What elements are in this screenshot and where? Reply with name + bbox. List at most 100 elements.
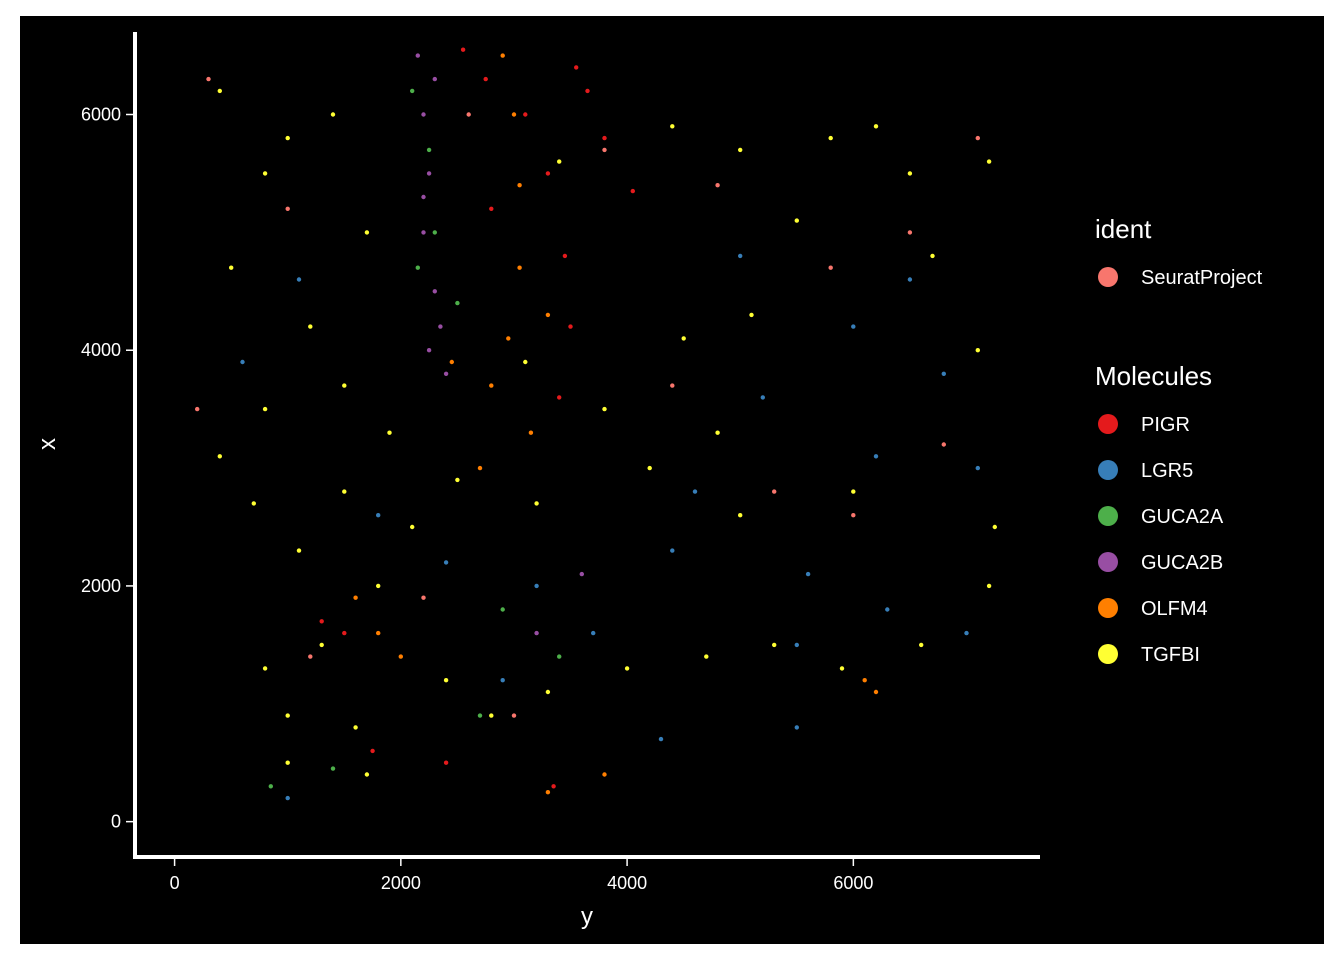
point-seuratproject-12 — [195, 406, 200, 412]
legend-label-tgfbi: TGFBI — [1141, 644, 1200, 666]
point-tgfbi-43 — [364, 772, 370, 777]
legend-swatch-guca2a — [1098, 506, 1118, 526]
point-tgfbi-50 — [794, 218, 799, 223]
y-tick-label-2: 4000 — [81, 340, 121, 360]
point-guca2b-10 — [534, 630, 539, 636]
point-guca2b-3 — [421, 230, 426, 235]
point-lgr5-8 — [805, 571, 811, 577]
point-tgfbi-1 — [262, 171, 268, 176]
point-tgfbi-47 — [715, 430, 720, 435]
point-tgfbi-25 — [986, 159, 992, 164]
point-olfm4-0 — [500, 53, 505, 58]
y-ticks: 0 2000 4000 6000 — [81, 105, 133, 832]
point-seuratproject-9 — [511, 713, 517, 718]
point-tgfbi-16 — [489, 713, 494, 718]
point-tgfbi-41 — [330, 112, 336, 117]
point-guca2b-1 — [421, 112, 426, 117]
point-tgfbi-29 — [670, 124, 675, 129]
point-tgfbi-21 — [839, 666, 845, 671]
point-guca2a-9 — [477, 713, 483, 718]
legend-swatch-guca2b — [1098, 552, 1118, 572]
point-seuratproject-4 — [907, 230, 913, 235]
point-pigr-5 — [568, 324, 573, 329]
point-pigr-13 — [551, 784, 556, 789]
point-seuratproject-13 — [602, 147, 607, 153]
point-lgr5-13 — [500, 678, 505, 683]
point-seuratproject-3 — [715, 183, 720, 188]
point-guca2a-5 — [500, 607, 505, 612]
point-guca2a-4 — [415, 265, 420, 270]
point-olfm4-5 — [489, 383, 494, 388]
point-guca2b-9 — [443, 371, 449, 376]
point-tgfbi-10 — [376, 583, 381, 589]
point-tgfbi-12 — [262, 666, 268, 671]
point-guca2b-5 — [426, 348, 432, 353]
point-guca2a-0 — [410, 88, 415, 94]
point-lgr5-2 — [534, 583, 539, 589]
point-guca2a-6 — [557, 654, 562, 659]
point-guca2a-8 — [330, 766, 336, 771]
point-tgfbi-51 — [873, 124, 879, 129]
point-tgfbi-44 — [285, 760, 290, 765]
point-lgr5-11 — [670, 548, 675, 553]
point-seuratproject-14 — [828, 265, 833, 270]
point-olfm4-3 — [517, 265, 522, 270]
point-tgfbi-24 — [975, 348, 980, 353]
point-lgr5-15 — [240, 359, 245, 365]
point-lgr5-0 — [376, 513, 381, 518]
point-lgr5-22 — [794, 725, 799, 730]
legend-swatch-pigr — [1098, 414, 1118, 434]
legend-label-olfm4: OLFM4 — [1141, 598, 1208, 620]
point-guca2b-6 — [438, 324, 443, 329]
point-tgfbi-26 — [907, 171, 913, 176]
y-tick-label-3: 6000 — [81, 105, 121, 125]
point-lgr5-7 — [975, 465, 980, 471]
point-guca2a-1 — [426, 147, 432, 153]
point-lgr5-20 — [285, 795, 290, 801]
point-lgr5-4 — [760, 395, 765, 400]
point-pigr-7 — [585, 88, 590, 94]
point-tgfbi-27 — [828, 135, 833, 141]
point-tgfbi-31 — [681, 336, 686, 341]
point-tgfbi-48 — [557, 159, 562, 164]
point-tgfbi-2 — [229, 265, 234, 270]
x-tick-label-3: 6000 — [833, 873, 873, 893]
point-lgr5-14 — [296, 277, 302, 282]
point-lgr5-18 — [873, 454, 879, 459]
point-pigr-12 — [443, 760, 449, 765]
point-guca2b-2 — [426, 171, 432, 176]
point-tgfbi-38 — [410, 524, 415, 530]
legend-label-seuratproject: SeuratProject — [1141, 267, 1263, 289]
point-tgfbi-23 — [986, 583, 992, 589]
point-tgfbi-18 — [624, 666, 630, 671]
point-pigr-9 — [630, 188, 635, 194]
point-tgfbi-37 — [455, 477, 460, 483]
points-layer — [195, 47, 997, 801]
legend-swatch-lgr5 — [1098, 460, 1118, 480]
point-olfm4-13 — [862, 678, 867, 683]
point-tgfbi-13 — [285, 713, 290, 718]
point-tgfbi-32 — [602, 406, 607, 412]
point-pigr-4 — [562, 253, 568, 259]
point-pigr-1 — [483, 76, 488, 82]
legend-title-molecules: Molecules — [1095, 361, 1212, 391]
point-tgfbi-7 — [387, 430, 392, 435]
point-tgfbi-30 — [749, 312, 754, 318]
point-pigr-8 — [602, 135, 607, 141]
point-olfm4-12 — [353, 595, 358, 600]
point-tgfbi-22 — [919, 642, 924, 648]
point-tgfbi-0 — [217, 88, 222, 94]
point-tgfbi-20 — [772, 642, 777, 648]
point-olfm4-11 — [398, 654, 403, 659]
point-olfm4-8 — [449, 359, 454, 365]
legend-swatch-seuratproject — [1098, 267, 1118, 287]
point-olfm4-10 — [376, 630, 381, 636]
point-pigr-10 — [319, 619, 324, 624]
point-tgfbi-36 — [534, 501, 539, 506]
point-lgr5-9 — [885, 607, 890, 612]
point-tgfbi-45 — [930, 253, 935, 259]
x-tick-label-0: 0 — [170, 873, 180, 893]
y-tick-label-0: 0 — [111, 812, 121, 832]
y-tick-label-1: 2000 — [81, 576, 121, 596]
x-ticks: 0 2000 4000 6000 — [170, 859, 873, 893]
